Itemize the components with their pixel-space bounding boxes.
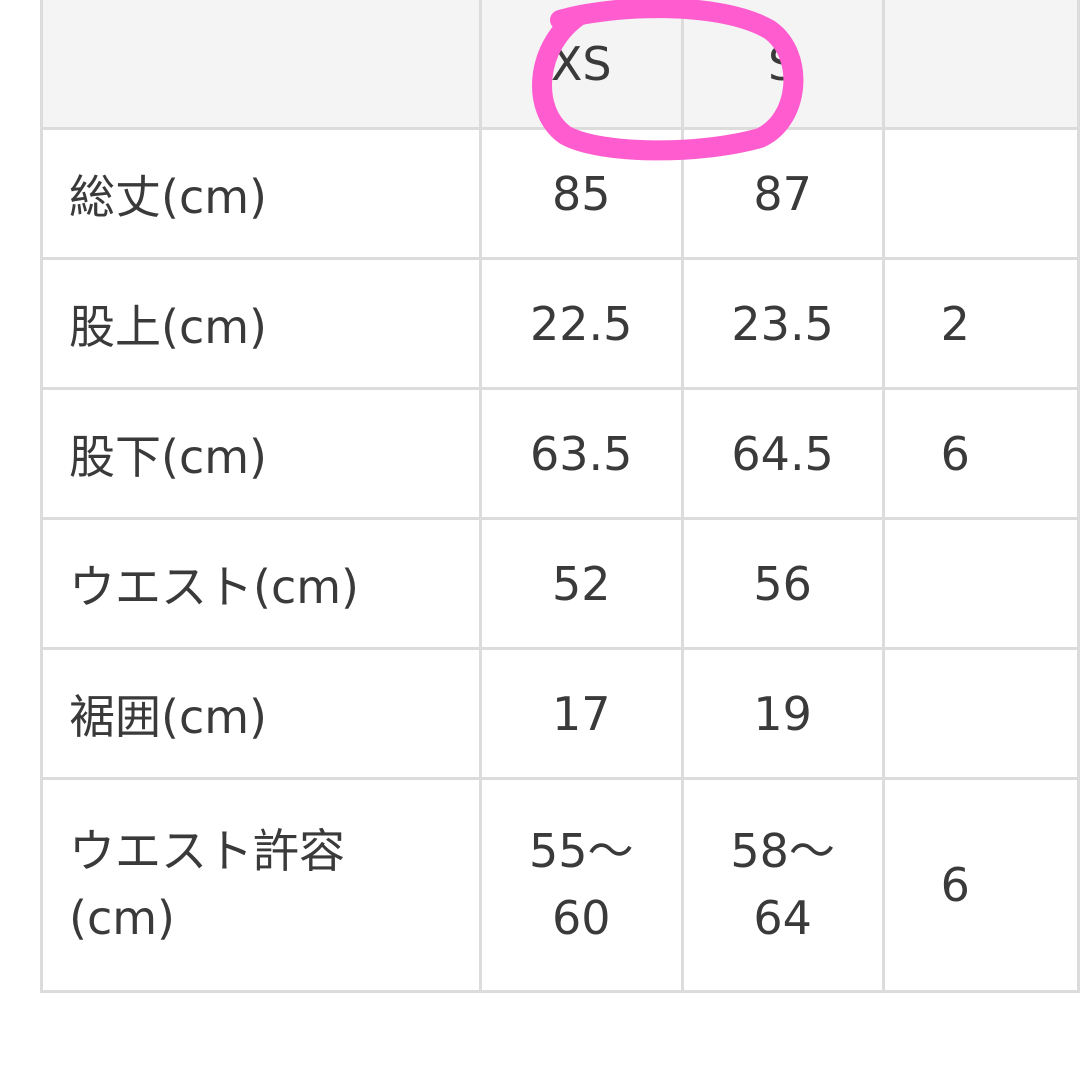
cell: 85 xyxy=(478,127,684,260)
header-size-partial xyxy=(881,0,1080,130)
cell xyxy=(881,127,1080,260)
cell: 2 xyxy=(881,257,1080,390)
table-row: ウエスト許容 (cm) 55〜 60 58〜 64 6 xyxy=(40,777,1080,993)
cell: 58〜 64 xyxy=(680,777,885,993)
cell: 63.5 xyxy=(478,387,684,520)
cell: 19 xyxy=(680,647,885,780)
row-label: 股上(cm) xyxy=(40,257,482,390)
cell: 64.5 xyxy=(680,387,885,520)
cell: 55〜 60 xyxy=(478,777,684,993)
table-row: 総丈(cm) 85 87 xyxy=(40,127,1080,260)
table-row: 股下(cm) 63.5 64.5 6 xyxy=(40,387,1080,520)
cell: 23.5 xyxy=(680,257,885,390)
row-label: ウエスト(cm) xyxy=(40,517,482,650)
cell: 6 xyxy=(881,387,1080,520)
header-size-xs: XS xyxy=(478,0,684,130)
cell-line2: 60 xyxy=(551,891,611,945)
cell-line1: 55〜 xyxy=(528,824,634,879)
row-label: 裾囲(cm) xyxy=(40,647,482,780)
row-label-line2: (cm) xyxy=(69,891,175,945)
cell: 52 xyxy=(478,517,684,650)
header-size-s: S xyxy=(680,0,885,130)
row-label-line1: ウエスト許容 xyxy=(69,824,345,879)
cell xyxy=(881,517,1080,650)
table-header-row: XS S xyxy=(40,0,1080,130)
cell xyxy=(881,647,1080,780)
table-row: 股上(cm) 22.5 23.5 2 xyxy=(40,257,1080,390)
table-row: 裾囲(cm) 17 19 xyxy=(40,647,1080,780)
table-row: ウエスト(cm) 52 56 xyxy=(40,517,1080,650)
row-label: ウエスト許容 (cm) xyxy=(40,777,482,993)
row-label: 総丈(cm) xyxy=(40,127,482,260)
cell-line1: 6 xyxy=(940,857,970,912)
cell-line2: 64 xyxy=(753,891,812,945)
cell: 87 xyxy=(680,127,885,260)
header-corner-cell xyxy=(40,0,482,130)
row-label: 股下(cm) xyxy=(40,387,482,520)
cell: 6 xyxy=(881,777,1080,993)
cell: 17 xyxy=(478,647,684,780)
size-table: XS S 総丈(cm) 85 87 股上(cm) 22.5 23.5 2 股下(… xyxy=(40,0,1080,993)
cell-line1: 58〜 xyxy=(730,824,835,879)
cell: 22.5 xyxy=(478,257,684,390)
cell: 56 xyxy=(680,517,885,650)
